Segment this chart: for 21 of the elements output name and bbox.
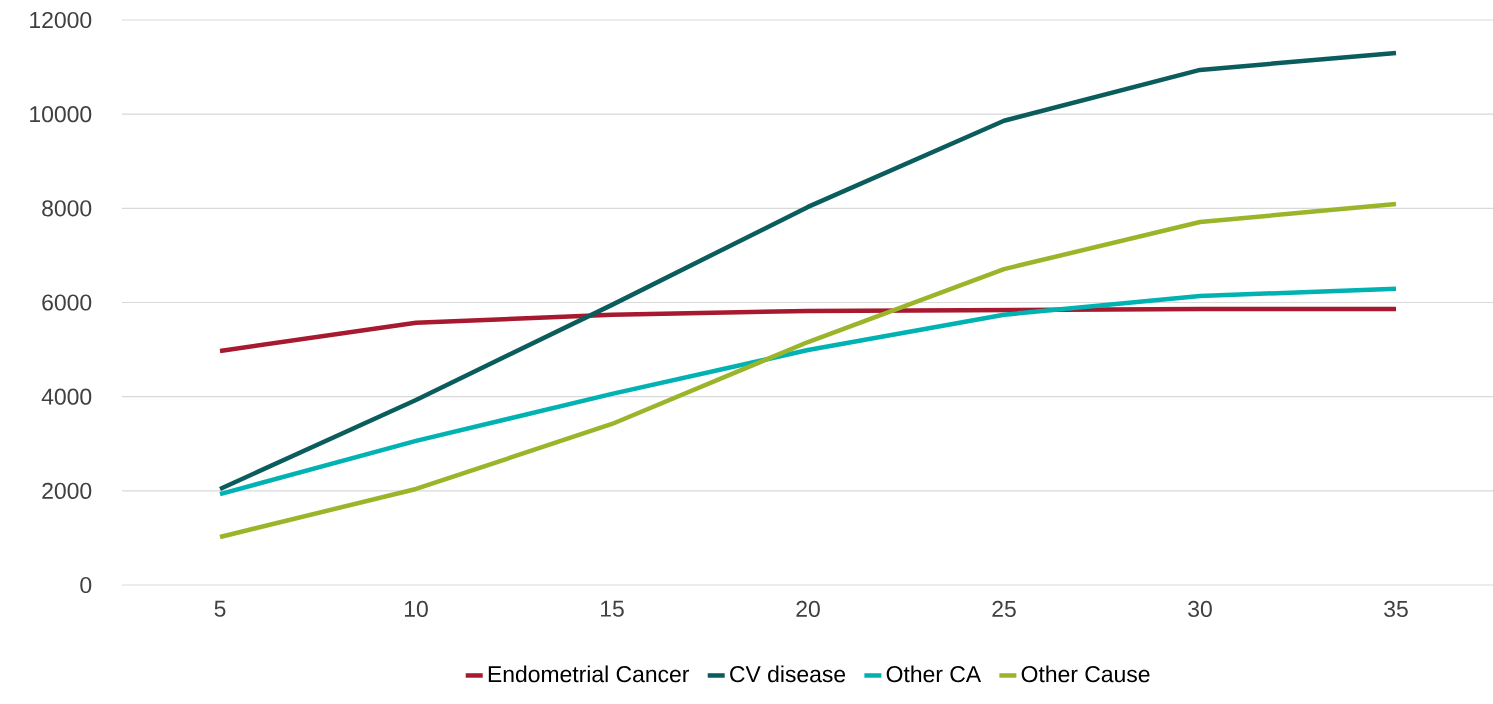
x-tick-label: 25 [992, 600, 1016, 618]
x-tick-label: 5 [214, 600, 226, 617]
y-tick-label: 2000 [42, 482, 92, 499]
line-series [217, 50, 1399, 492]
y-tick-label: 10000 [30, 106, 92, 123]
x-tick-label: 10 [405, 600, 428, 618]
x-tick-label: 30 [1188, 600, 1212, 618]
legend-label: Other Cause [1021, 665, 1150, 683]
legend-label: CV disease [730, 665, 846, 683]
y-tick-label: 4000 [41, 388, 92, 405]
y-tick-label: 8000 [42, 200, 92, 217]
x-tick-label: 35 [1384, 600, 1408, 618]
legend-label: Endometrial Cancer [488, 665, 690, 683]
y-tick-label: 0 [80, 576, 92, 594]
line-series [217, 286, 1399, 497]
x-tick-label: 20 [796, 600, 820, 618]
y-tick-label: 6000 [42, 294, 92, 311]
legend-label: Other CA [886, 665, 982, 683]
y-tick-label: 12000 [30, 11, 92, 29]
x-tick-label: 15 [601, 600, 624, 617]
line-series [217, 201, 1399, 540]
